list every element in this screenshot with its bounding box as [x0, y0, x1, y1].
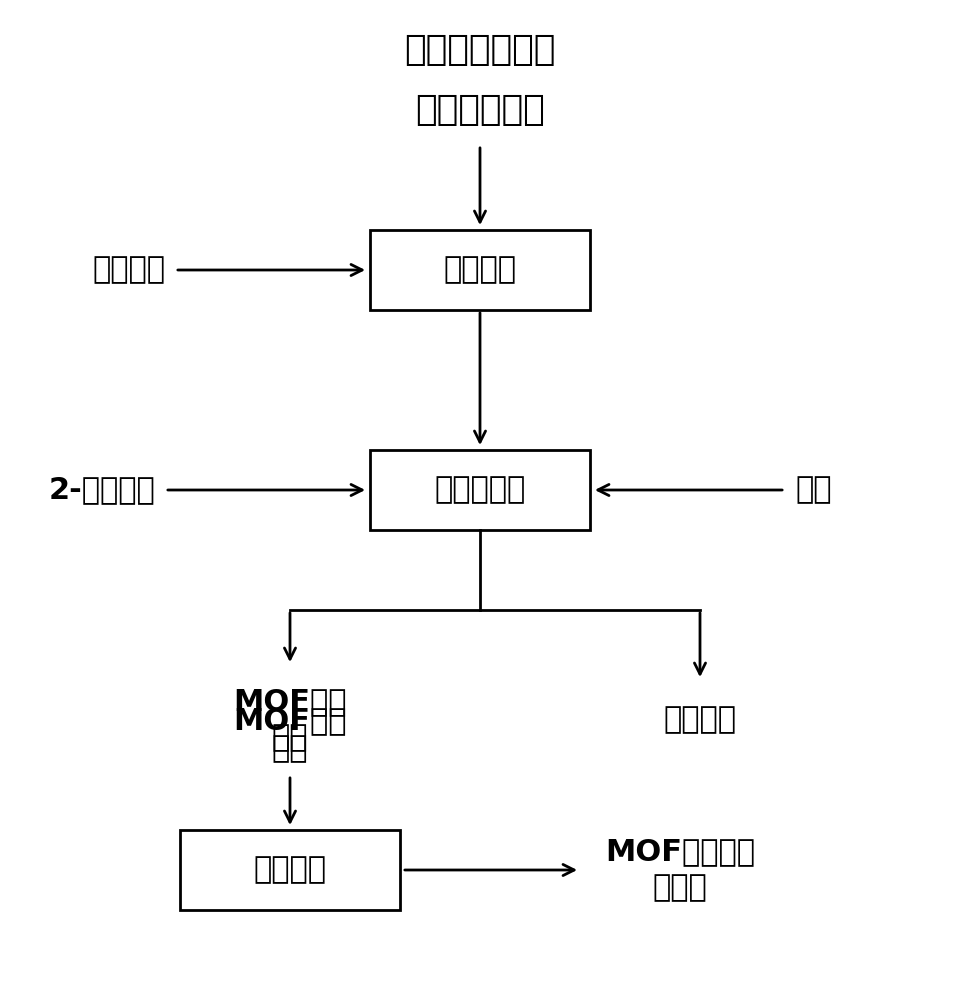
Text: 溶剂热合成: 溶剂热合成 — [434, 476, 526, 504]
FancyBboxPatch shape — [370, 230, 590, 310]
Text: 酸浸处理: 酸浸处理 — [444, 255, 516, 284]
Text: 正极活性物质: 正极活性物质 — [415, 93, 545, 127]
Text: 2-甲基咊唑: 2-甲基咊唑 — [48, 476, 155, 504]
Text: 废旧锂离子电池: 废旧锂离子电池 — [404, 33, 556, 67]
Text: 材料: 材料 — [272, 734, 308, 763]
Text: 乙醇: 乙醇 — [795, 476, 831, 504]
Text: MOF纳米
材料: MOF纳米 材料 — [233, 688, 347, 752]
Text: 酸性试剂: 酸性试剂 — [92, 255, 165, 284]
Text: MOF纳米: MOF纳米 — [233, 706, 347, 735]
FancyBboxPatch shape — [370, 450, 590, 530]
Text: 富锂溶液: 富锂溶液 — [663, 706, 736, 734]
FancyBboxPatch shape — [180, 830, 400, 910]
Text: MOF基衍生纳
米材料: MOF基衍生纳 米材料 — [605, 838, 755, 902]
Text: 焙烧处理: 焙烧处理 — [253, 856, 326, 884]
